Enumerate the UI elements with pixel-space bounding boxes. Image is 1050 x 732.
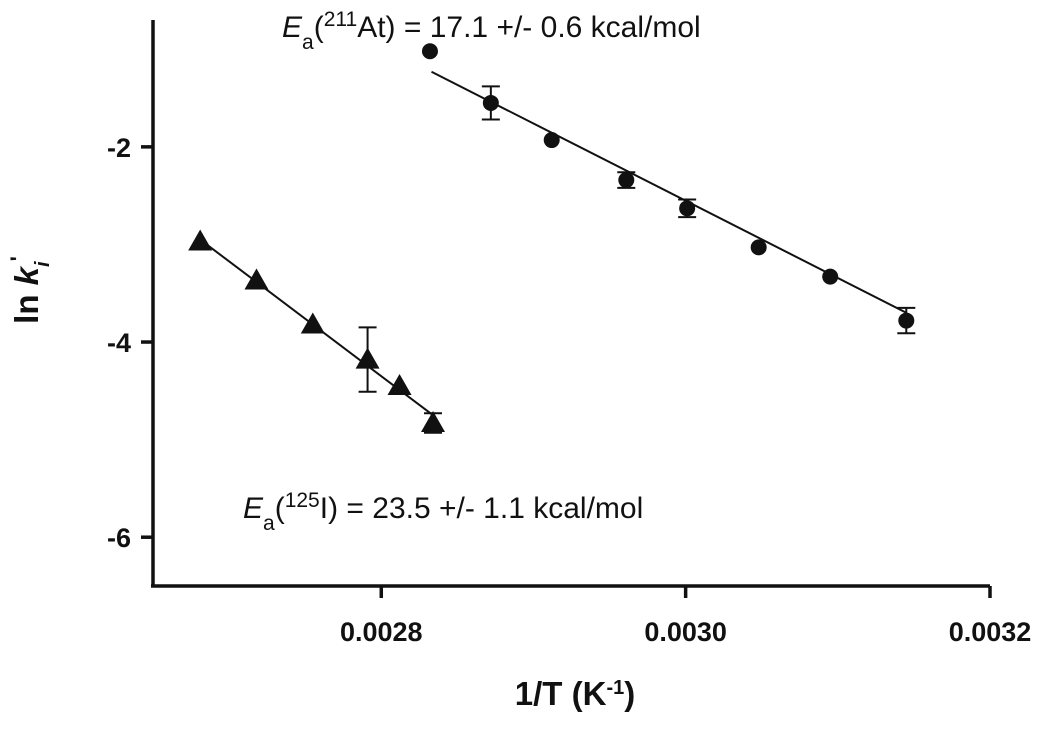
data-point-i125 — [300, 312, 325, 334]
annotation-at211: Ea(211At) = 17.1 +/- 0.6 kcal/mol — [282, 8, 701, 54]
x-tick-label: 0.0028 — [340, 617, 423, 647]
y-tick-label: -4 — [107, 328, 131, 358]
y-tick-label: -2 — [107, 133, 131, 163]
data-point-i125 — [188, 229, 213, 251]
data-point-at211 — [750, 239, 767, 256]
data-point-at211 — [679, 200, 696, 217]
y-axis-title: ln ki' — [6, 256, 55, 324]
data-markers — [188, 43, 915, 433]
fit-lines — [199, 70, 907, 417]
data-point-at211 — [482, 94, 499, 111]
data-point-at211 — [822, 268, 839, 285]
x-tick-label: 0.0030 — [644, 617, 727, 647]
data-point-i125 — [387, 373, 412, 395]
x-tick-label: 0.0032 — [949, 617, 1032, 647]
data-point-i125 — [421, 411, 446, 433]
error-bars — [358, 85, 916, 434]
data-point-i125 — [244, 268, 269, 290]
data-point-at211 — [543, 132, 560, 149]
axes — [151, 20, 990, 588]
annotation-i125: Ea(125I) = 23.5 +/- 1.1 kcal/mol — [243, 489, 643, 535]
ticks: 0.0028 0.0030 0.0032 -2 -4 -6 — [107, 133, 1031, 647]
y-tick-label: -6 — [107, 523, 131, 553]
data-point-at211 — [618, 172, 635, 189]
data-point-at211 — [898, 312, 915, 329]
data-point-at211 — [421, 43, 438, 60]
data-point-i125 — [355, 347, 380, 369]
x-axis-title: 1/T (K-1) — [515, 675, 635, 712]
